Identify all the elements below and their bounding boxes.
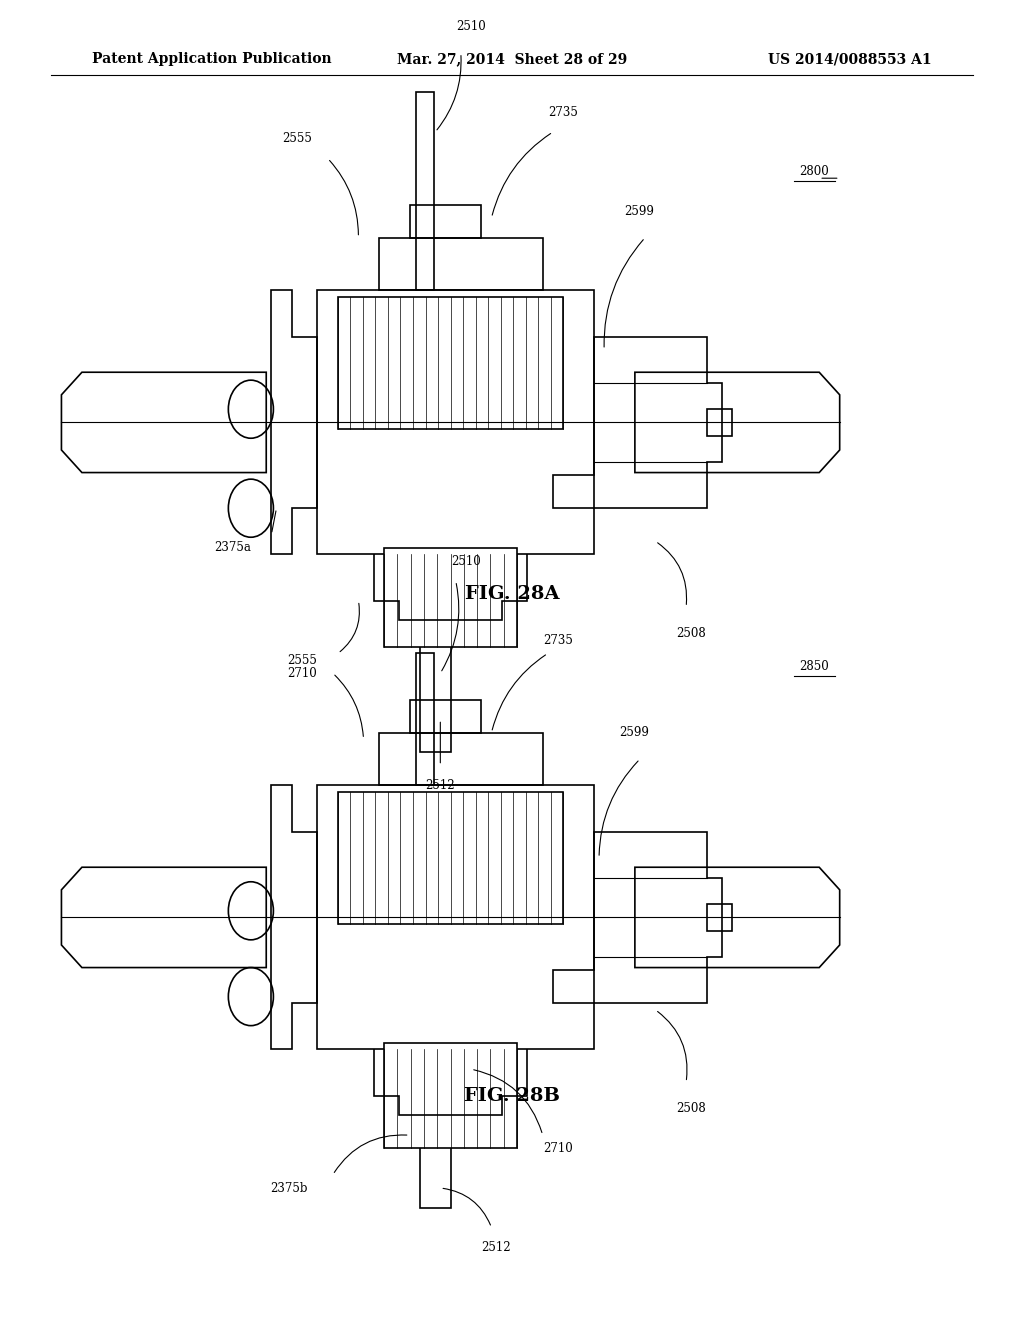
Text: Mar. 27, 2014  Sheet 28 of 29: Mar. 27, 2014 Sheet 28 of 29 bbox=[397, 53, 627, 66]
Text: 2508: 2508 bbox=[676, 1102, 706, 1115]
Bar bbox=[338, 297, 563, 429]
Bar bbox=[384, 1043, 517, 1148]
Text: 2508: 2508 bbox=[676, 627, 706, 640]
Text: 2510: 2510 bbox=[451, 554, 481, 568]
Text: 2710: 2710 bbox=[543, 1142, 572, 1155]
Bar bbox=[338, 792, 563, 924]
Text: 2510: 2510 bbox=[456, 20, 486, 33]
Bar bbox=[416, 92, 434, 290]
Bar bbox=[379, 733, 543, 785]
Bar bbox=[420, 554, 451, 752]
Text: 2375a: 2375a bbox=[214, 541, 251, 554]
Bar bbox=[410, 700, 481, 733]
Bar bbox=[410, 205, 481, 238]
Bar bbox=[379, 238, 543, 290]
Text: US 2014/0088553 A1: US 2014/0088553 A1 bbox=[768, 53, 932, 66]
Bar bbox=[384, 548, 517, 647]
Text: 2735: 2735 bbox=[543, 634, 572, 647]
Text: FIG. 28B: FIG. 28B bbox=[464, 1086, 560, 1105]
Text: 2375b: 2375b bbox=[269, 1181, 307, 1195]
Text: 2512: 2512 bbox=[481, 1241, 511, 1254]
Text: 2735: 2735 bbox=[548, 106, 578, 119]
Text: 2599: 2599 bbox=[620, 726, 649, 739]
Bar bbox=[707, 409, 732, 436]
Bar bbox=[707, 904, 732, 931]
Text: 2850: 2850 bbox=[799, 660, 828, 673]
Text: Patent Application Publication: Patent Application Publication bbox=[92, 53, 332, 66]
Text: 2599: 2599 bbox=[625, 205, 654, 218]
Text: 2512: 2512 bbox=[426, 779, 455, 792]
Text: 2710: 2710 bbox=[287, 667, 317, 680]
Text: 2555: 2555 bbox=[288, 653, 317, 667]
Bar bbox=[420, 1049, 451, 1208]
Text: 2555: 2555 bbox=[283, 132, 312, 145]
Bar bbox=[416, 653, 434, 785]
Text: FIG. 28A: FIG. 28A bbox=[465, 585, 559, 603]
Text: 2800: 2800 bbox=[799, 165, 828, 178]
